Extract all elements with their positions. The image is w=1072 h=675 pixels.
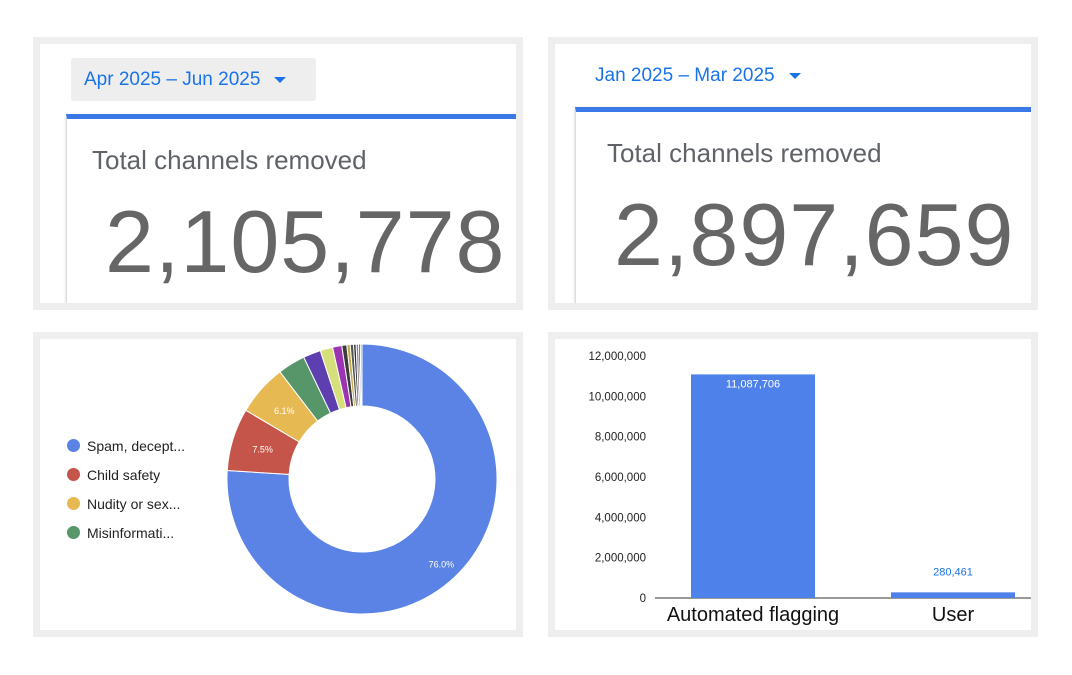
legend-swatch [67, 439, 80, 452]
legend-label: Child safety [87, 466, 161, 483]
date-range-label: Apr 2025 – Jun 2025 [84, 68, 261, 90]
y-tick-label: 2,000,000 [595, 553, 646, 565]
scorecard-value: 2,897,659 [614, 185, 1015, 284]
legend-swatch [67, 526, 80, 539]
scorecard-value: 2,105,778 [105, 192, 506, 291]
donut-slice [226, 343, 498, 615]
legend-item[interactable]: Spam, decept... [67, 431, 185, 460]
date-range-label: Jan 2025 – Mar 2025 [595, 64, 775, 86]
y-tick-label: 10,000,000 [588, 391, 646, 403]
bar-chart-panel: 0 2,000,000 4,000,000 6,000,000 8,000,000 10,… [548, 332, 1038, 637]
legend-swatch [67, 497, 80, 510]
donut-chart: 76.0% 7.5% 6.1% [226, 343, 498, 615]
legend-label: Spam, decept... [87, 437, 186, 454]
legend-item[interactable]: Child safety [67, 460, 185, 489]
scorecard: Total channels removed 2,105,778 [66, 114, 516, 303]
slice-label: 76.0% [429, 560, 455, 570]
scorecard-panel-q1: Jan 2025 – Mar 2025 Total channels remov… [548, 37, 1038, 310]
bar-chart: 0 2,000,000 4,000,000 6,000,000 8,000,000 10,… [588, 351, 1031, 626]
bar-value-label: 11,087,706 [726, 378, 780, 390]
slice-label: 6.1% [274, 406, 295, 416]
scorecard: Total channels removed 2,897,659 [575, 107, 1031, 303]
scorecard-label: Total channels removed [607, 138, 882, 168]
bar [691, 374, 815, 598]
legend-item[interactable]: Misinformati... [67, 518, 185, 547]
donut-chart-panel: Spam, decept... Child safety Nudity or sex… [33, 332, 523, 637]
bar [891, 592, 1015, 598]
bar-value-label: 280,461 [933, 566, 973, 578]
y-tick-label: 0 [640, 593, 646, 605]
y-tick-label: 4,000,000 [595, 512, 646, 524]
x-category-label: Automated flagging [667, 604, 839, 626]
scorecard-label: Total channels removed [92, 145, 367, 175]
legend-swatch [67, 468, 80, 481]
y-tick-label: 8,000,000 [595, 432, 646, 444]
date-range-selector[interactable]: Jan 2025 – Mar 2025 [595, 58, 801, 93]
legend-label: Nudity or sex... [87, 495, 181, 512]
y-tick-label: 6,000,000 [595, 472, 646, 484]
donut-slice [359, 343, 363, 407]
legend-label: Misinformati... [87, 524, 175, 541]
scorecard-panel-q2: Apr 2025 – Jun 2025 Total channels remov… [33, 37, 523, 310]
legend-item[interactable]: Nudity or sex... [67, 489, 185, 518]
caret-down-icon [274, 76, 287, 83]
date-range-selector[interactable]: Apr 2025 – Jun 2025 [71, 58, 316, 101]
y-tick-label: 12,000,000 [588, 351, 646, 363]
chart-legend: Spam, decept... Child safety Nudity or sex… [67, 431, 185, 547]
slice-label: 7.5% [252, 444, 273, 454]
caret-down-icon [788, 72, 801, 79]
x-category-label: User [932, 604, 975, 626]
